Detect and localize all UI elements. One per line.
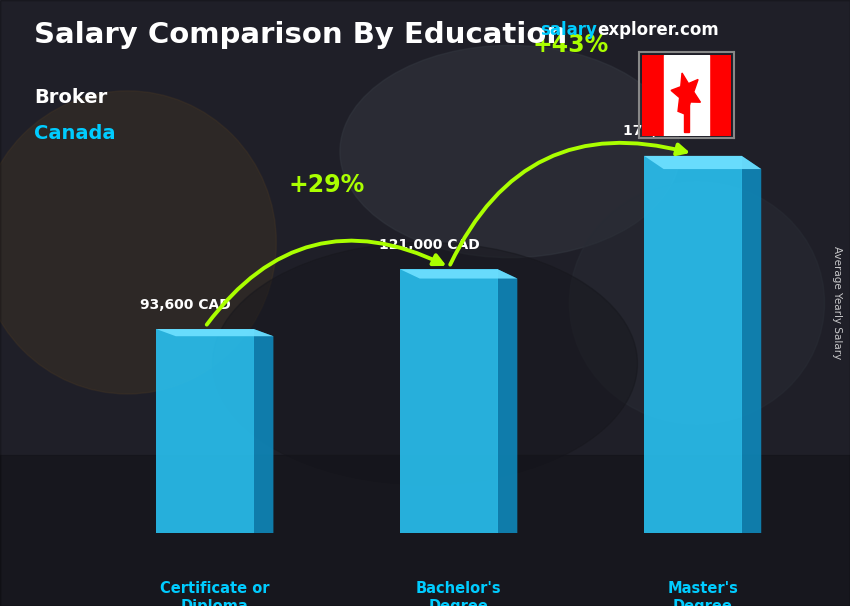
Polygon shape [671, 73, 700, 115]
Polygon shape [400, 269, 498, 533]
Text: Canada: Canada [34, 124, 116, 143]
Text: 93,600 CAD: 93,600 CAD [140, 298, 231, 311]
Text: explorer.com: explorer.com [598, 21, 719, 39]
Polygon shape [644, 156, 742, 533]
Ellipse shape [570, 182, 824, 424]
Polygon shape [742, 156, 762, 533]
Text: Salary Comparison By Education: Salary Comparison By Education [34, 21, 567, 49]
Text: +29%: +29% [289, 173, 366, 197]
Polygon shape [644, 156, 762, 169]
Ellipse shape [340, 45, 680, 258]
Text: 173,000 CAD: 173,000 CAD [623, 124, 723, 138]
Polygon shape [156, 329, 254, 533]
Text: +43%: +43% [533, 33, 609, 56]
Text: Bachelor's
Degree: Bachelor's Degree [416, 581, 501, 606]
Bar [642, 55, 664, 136]
Bar [0, 454, 850, 606]
Polygon shape [156, 329, 274, 336]
Polygon shape [254, 329, 274, 533]
Text: Average Yearly Salary: Average Yearly Salary [832, 247, 842, 359]
Polygon shape [684, 85, 688, 132]
Polygon shape [400, 269, 518, 279]
Bar [709, 55, 731, 136]
Ellipse shape [0, 91, 276, 394]
Polygon shape [498, 269, 518, 533]
Ellipse shape [212, 242, 638, 485]
Text: Broker: Broker [34, 88, 107, 107]
Text: Master's
Degree: Master's Degree [667, 581, 738, 606]
Text: salary: salary [540, 21, 597, 39]
Bar [664, 55, 709, 136]
Text: Certificate or
Diploma: Certificate or Diploma [160, 581, 269, 606]
Text: 121,000 CAD: 121,000 CAD [379, 238, 480, 252]
